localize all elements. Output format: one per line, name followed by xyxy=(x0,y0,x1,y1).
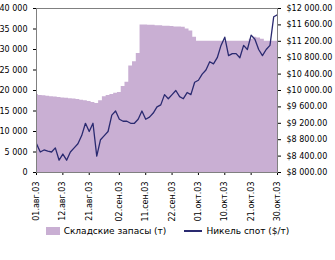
svg-text:$10 400.00: $10 400.00 xyxy=(287,70,333,79)
svg-text:$12 000.00: $12 000.00 xyxy=(287,4,333,13)
svg-text:$9 600.00: $9 600.00 xyxy=(287,102,328,111)
svg-text:10 000: 10 000 xyxy=(0,127,28,136)
svg-text:$8 400.00: $8 400.00 xyxy=(287,152,328,161)
svg-text:10.окт.03: 10.окт.03 xyxy=(220,182,229,222)
svg-text:5 000: 5 000 xyxy=(5,148,28,157)
svg-text:$10 000.00: $10 000.00 xyxy=(287,86,333,95)
svg-text:40 000: 40 000 xyxy=(0,4,28,13)
svg-text:$8 800.00: $8 800.00 xyxy=(287,135,328,144)
svg-text:35 000: 35 000 xyxy=(0,25,28,34)
svg-text:15 000: 15 000 xyxy=(0,107,28,116)
svg-text:21.авг.03: 21.авг.03 xyxy=(85,182,94,221)
svg-text:25 000: 25 000 xyxy=(0,66,28,75)
svg-text:21.окт.03: 21.окт.03 xyxy=(247,182,256,222)
svg-text:$11 600.00: $11 600.00 xyxy=(287,20,333,29)
svg-text:12.авг.03: 12.авг.03 xyxy=(58,182,67,221)
svg-text:$10 800.00: $10 800.00 xyxy=(287,53,333,62)
svg-text:$11 200.00: $11 200.00 xyxy=(287,37,333,46)
svg-text:0: 0 xyxy=(22,168,27,177)
html-text:Никель спот ($/т): Никель спот ($/т) xyxy=(206,226,290,236)
svg-text:$9 200.00: $9 200.00 xyxy=(287,119,328,128)
svg-text:02.сен.03: 02.сен.03 xyxy=(115,182,124,222)
svg-text:$8 000.00: $8 000.00 xyxy=(287,168,328,177)
svg-text:20 000: 20 000 xyxy=(0,86,28,95)
svg-text:01.окт.03: 01.окт.03 xyxy=(194,182,203,222)
svg-text:22.сен.03: 22.сен.03 xyxy=(168,182,177,222)
html-text:Складские запасы (т): Складские запасы (т) xyxy=(63,226,167,236)
svg-text:11.сен.03: 11.сен.03 xyxy=(141,182,150,222)
svg-text:30.окт.03: 30.окт.03 xyxy=(273,182,282,222)
svg-text:01.авг.03: 01.авг.03 xyxy=(32,182,41,221)
svg-text:30 000: 30 000 xyxy=(0,45,28,54)
